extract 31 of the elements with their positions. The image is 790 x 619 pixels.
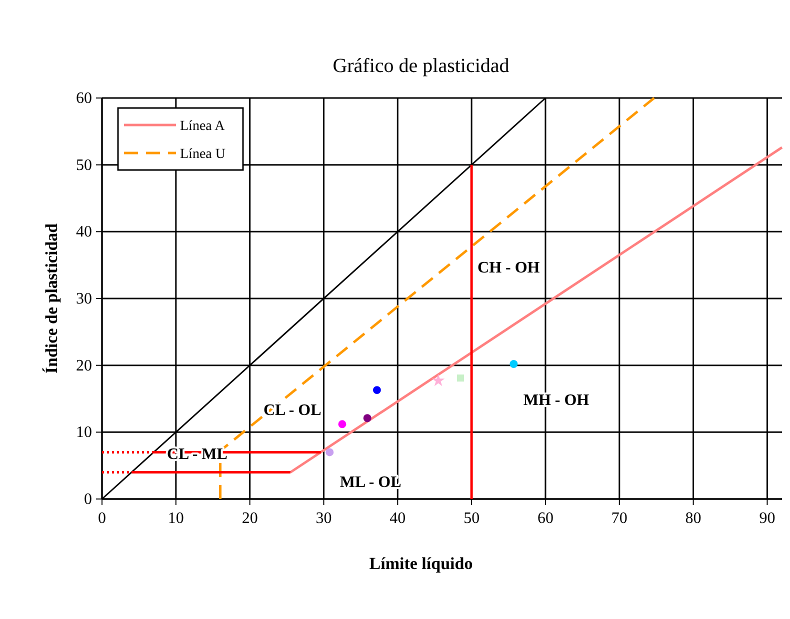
x-tick-label: 50 bbox=[464, 510, 480, 527]
y-tick-label: 30 bbox=[76, 290, 92, 308]
point bbox=[372, 386, 381, 394]
y-tick-label: 60 bbox=[76, 90, 92, 107]
point bbox=[326, 448, 334, 456]
x-tick-label: 30 bbox=[316, 510, 332, 527]
y-tick-label: 20 bbox=[76, 357, 92, 374]
annotation: CH - OH bbox=[478, 259, 540, 276]
x-tick-label: 20 bbox=[242, 510, 258, 527]
x-tick-label: 40 bbox=[390, 510, 406, 527]
point bbox=[363, 414, 372, 422]
y-tick-label: 50 bbox=[76, 156, 92, 174]
x-tick-label: 80 bbox=[685, 510, 702, 527]
y-axis-title: Índice de plasticidad bbox=[42, 222, 61, 374]
x-tick-label: 0 bbox=[98, 510, 106, 527]
annotation: CL - OL bbox=[264, 402, 322, 419]
y-tick-label: 10 bbox=[76, 424, 92, 442]
point bbox=[456, 374, 464, 382]
x-axis-title: Límite líquido bbox=[369, 554, 473, 573]
x-tick-label: 10 bbox=[168, 510, 184, 527]
legend-label: Línea A bbox=[180, 119, 226, 134]
y-tick-label: 40 bbox=[76, 224, 92, 241]
x-tick-label: 90 bbox=[759, 510, 776, 527]
x-tick-label: 60 bbox=[537, 510, 554, 527]
chart-title: Gráfico de plasticidad bbox=[332, 55, 510, 77]
point bbox=[338, 420, 346, 428]
point bbox=[432, 374, 445, 386]
y-tick-label: 0 bbox=[84, 491, 92, 508]
point bbox=[510, 360, 518, 368]
legend-label: Línea U bbox=[180, 147, 226, 162]
x-tick-label: 70 bbox=[611, 510, 628, 527]
